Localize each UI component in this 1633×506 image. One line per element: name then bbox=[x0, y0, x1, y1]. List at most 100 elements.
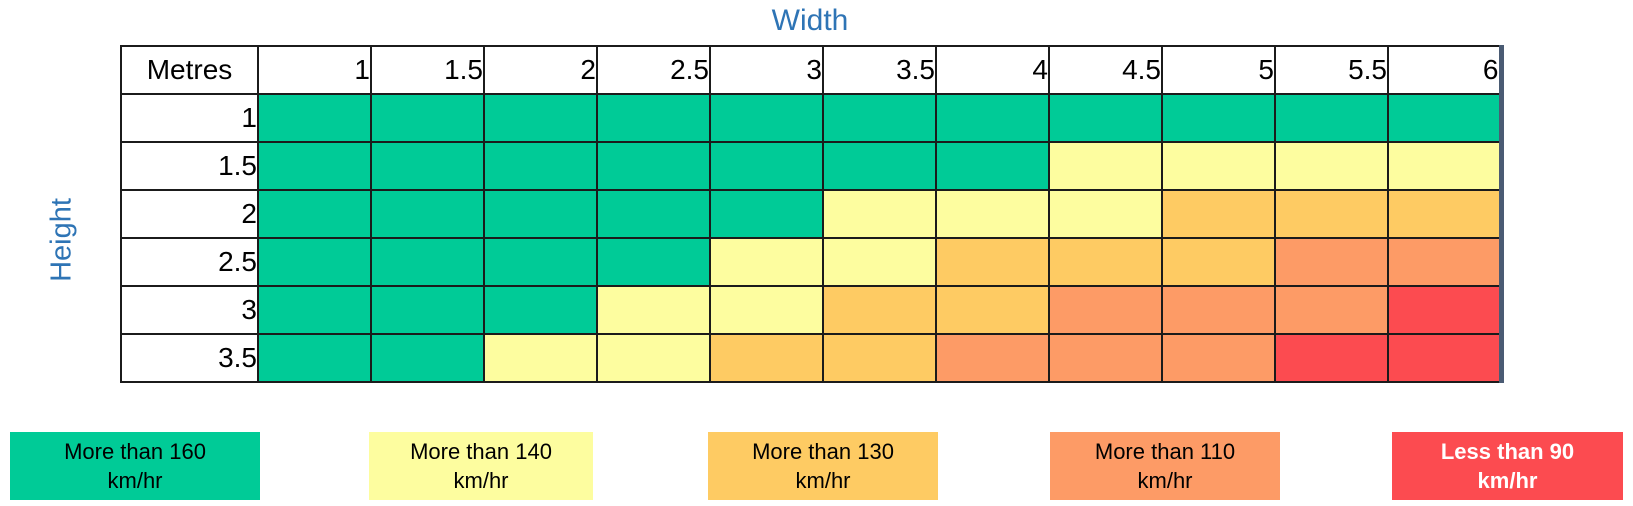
legend-label-line2: km/hr bbox=[1137, 468, 1193, 493]
speed-cell bbox=[709, 285, 824, 335]
legend-item-red: Less than 90 km/hr bbox=[1392, 432, 1623, 500]
speed-cell bbox=[709, 93, 824, 143]
speed-cell bbox=[1387, 285, 1504, 335]
table-row: 2.5 bbox=[120, 237, 1504, 287]
speed-cell bbox=[935, 333, 1050, 383]
legend-label-line2: km/hr bbox=[795, 468, 851, 493]
speed-cell bbox=[822, 237, 937, 287]
speed-cell bbox=[1274, 333, 1389, 383]
table-row: 1 bbox=[120, 93, 1504, 143]
width-value-header: 3.5 bbox=[822, 45, 937, 95]
height-value-label: 1 bbox=[120, 93, 259, 143]
speed-cell bbox=[1387, 237, 1504, 287]
speed-cell bbox=[822, 333, 937, 383]
speed-cell bbox=[370, 93, 485, 143]
height-axis-title: Height bbox=[45, 198, 78, 282]
width-value-header: 3 bbox=[709, 45, 824, 95]
width-value-header: 1 bbox=[257, 45, 372, 95]
speed-cell bbox=[596, 285, 711, 335]
speed-cell bbox=[822, 93, 937, 143]
speed-cell bbox=[1048, 141, 1163, 191]
width-value-header: 5 bbox=[1161, 45, 1276, 95]
speed-cell bbox=[370, 333, 485, 383]
speed-cell bbox=[483, 93, 598, 143]
height-value-label: 3 bbox=[120, 285, 259, 335]
speed-cell bbox=[709, 141, 824, 191]
wind-speed-matrix-table: Metres 1 1.5 2 2.5 3 3.5 4 4.5 5 5.5 6 1 1.5 2 2.5 3 3.5 bbox=[120, 45, 1504, 383]
speed-cell bbox=[1161, 333, 1276, 383]
legend-label-line2: km/hr bbox=[1477, 468, 1538, 493]
speed-cell bbox=[596, 93, 711, 143]
width-value-header: 5.5 bbox=[1274, 45, 1389, 95]
speed-cell bbox=[1274, 285, 1389, 335]
legend-item-amber: More than 130 km/hr bbox=[708, 432, 938, 500]
width-value-header: 4 bbox=[935, 45, 1050, 95]
speed-cell bbox=[483, 237, 598, 287]
metres-unit-label: Metres bbox=[120, 45, 259, 95]
speed-cell bbox=[483, 141, 598, 191]
table-row: 1.5 bbox=[120, 141, 1504, 191]
width-value-header: 6 bbox=[1387, 45, 1504, 95]
speed-cell bbox=[1161, 141, 1276, 191]
speed-cell bbox=[1161, 285, 1276, 335]
speed-cell bbox=[935, 189, 1050, 239]
width-value-header: 2.5 bbox=[596, 45, 711, 95]
header-row: Metres 1 1.5 2 2.5 3 3.5 4 4.5 5 5.5 6 bbox=[120, 45, 1504, 95]
legend-item-green: More than 160 km/hr bbox=[10, 432, 260, 500]
speed-cell bbox=[1048, 93, 1163, 143]
speed-cell bbox=[370, 285, 485, 335]
width-axis-title: Width bbox=[771, 4, 849, 37]
speed-cell bbox=[709, 333, 824, 383]
speed-cell bbox=[257, 93, 372, 143]
speed-cell bbox=[257, 333, 372, 383]
speed-cell bbox=[1161, 237, 1276, 287]
speed-cell bbox=[822, 141, 937, 191]
speed-cell bbox=[257, 237, 372, 287]
speed-cell bbox=[1048, 333, 1163, 383]
speed-cell bbox=[709, 237, 824, 287]
speed-cell bbox=[1161, 93, 1276, 143]
speed-cell bbox=[1387, 93, 1504, 143]
speed-cell bbox=[1048, 237, 1163, 287]
table-row: 2 bbox=[120, 189, 1504, 239]
legend-label-line1: More than 160 bbox=[64, 439, 206, 464]
legend-label-line1: More than 130 bbox=[752, 439, 894, 464]
speed-cell bbox=[1274, 237, 1389, 287]
legend-label-line2: km/hr bbox=[453, 468, 509, 493]
speed-cell bbox=[1387, 141, 1504, 191]
speed-cell bbox=[1274, 141, 1389, 191]
speed-cell bbox=[935, 141, 1050, 191]
speed-cell bbox=[709, 189, 824, 239]
legend-label-line1: More than 140 bbox=[410, 439, 552, 464]
speed-cell bbox=[370, 237, 485, 287]
speed-cell bbox=[483, 189, 598, 239]
speed-cell bbox=[935, 237, 1050, 287]
speed-cell bbox=[1274, 189, 1389, 239]
speed-cell bbox=[257, 285, 372, 335]
legend-label-line1: More than 110 bbox=[1094, 439, 1236, 464]
speed-cell bbox=[257, 141, 372, 191]
width-value-header: 2 bbox=[483, 45, 598, 95]
width-value-header: 4.5 bbox=[1048, 45, 1163, 95]
speed-cell bbox=[483, 333, 598, 383]
height-value-label: 2.5 bbox=[120, 237, 259, 287]
speed-cell bbox=[1274, 93, 1389, 143]
height-value-label: 1.5 bbox=[120, 141, 259, 191]
speed-cell bbox=[596, 141, 711, 191]
speed-cell bbox=[1387, 333, 1504, 383]
legend-item-salmon: More than 110 km/hr bbox=[1050, 432, 1280, 500]
speed-cell bbox=[822, 189, 937, 239]
legend-label-line1: Less than 90 bbox=[1440, 439, 1575, 464]
speed-cell bbox=[370, 189, 485, 239]
legend-label-line2: km/hr bbox=[107, 468, 163, 493]
speed-cell bbox=[596, 189, 711, 239]
height-value-label: 2 bbox=[120, 189, 259, 239]
table-row: 3.5 bbox=[120, 333, 1504, 383]
speed-cell bbox=[596, 333, 711, 383]
speed-cell bbox=[596, 237, 711, 287]
speed-cell bbox=[257, 189, 372, 239]
speed-cell bbox=[935, 285, 1050, 335]
speed-cell bbox=[1048, 189, 1163, 239]
speed-cell bbox=[822, 285, 937, 335]
table-row: 3 bbox=[120, 285, 1504, 335]
